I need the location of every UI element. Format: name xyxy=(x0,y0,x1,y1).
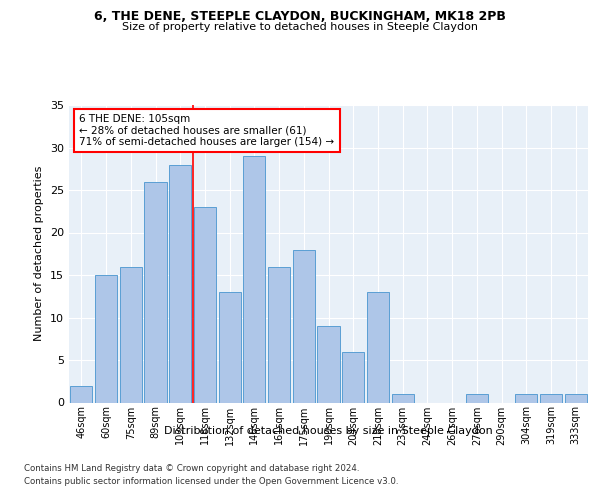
Bar xyxy=(169,164,191,402)
Bar xyxy=(392,394,414,402)
Text: Contains public sector information licensed under the Open Government Licence v3: Contains public sector information licen… xyxy=(24,477,398,486)
Bar xyxy=(293,250,315,402)
Bar xyxy=(194,207,216,402)
Bar xyxy=(367,292,389,403)
Text: Distribution of detached houses by size in Steeple Claydon: Distribution of detached houses by size … xyxy=(164,426,493,436)
Y-axis label: Number of detached properties: Number of detached properties xyxy=(34,166,44,342)
Text: 6, THE DENE, STEEPLE CLAYDON, BUCKINGHAM, MK18 2PB: 6, THE DENE, STEEPLE CLAYDON, BUCKINGHAM… xyxy=(94,10,506,23)
Bar xyxy=(466,394,488,402)
Bar xyxy=(565,394,587,402)
Text: Size of property relative to detached houses in Steeple Claydon: Size of property relative to detached ho… xyxy=(122,22,478,32)
Text: Contains HM Land Registry data © Crown copyright and database right 2024.: Contains HM Land Registry data © Crown c… xyxy=(24,464,359,473)
Bar xyxy=(540,394,562,402)
Bar xyxy=(145,182,167,402)
Bar xyxy=(95,275,117,402)
Bar xyxy=(218,292,241,403)
Bar xyxy=(317,326,340,402)
Bar xyxy=(243,156,265,402)
Text: 6 THE DENE: 105sqm
← 28% of detached houses are smaller (61)
71% of semi-detache: 6 THE DENE: 105sqm ← 28% of detached hou… xyxy=(79,114,335,147)
Bar xyxy=(515,394,538,402)
Bar xyxy=(70,386,92,402)
Bar xyxy=(268,266,290,402)
Bar xyxy=(119,266,142,402)
Bar xyxy=(342,352,364,403)
